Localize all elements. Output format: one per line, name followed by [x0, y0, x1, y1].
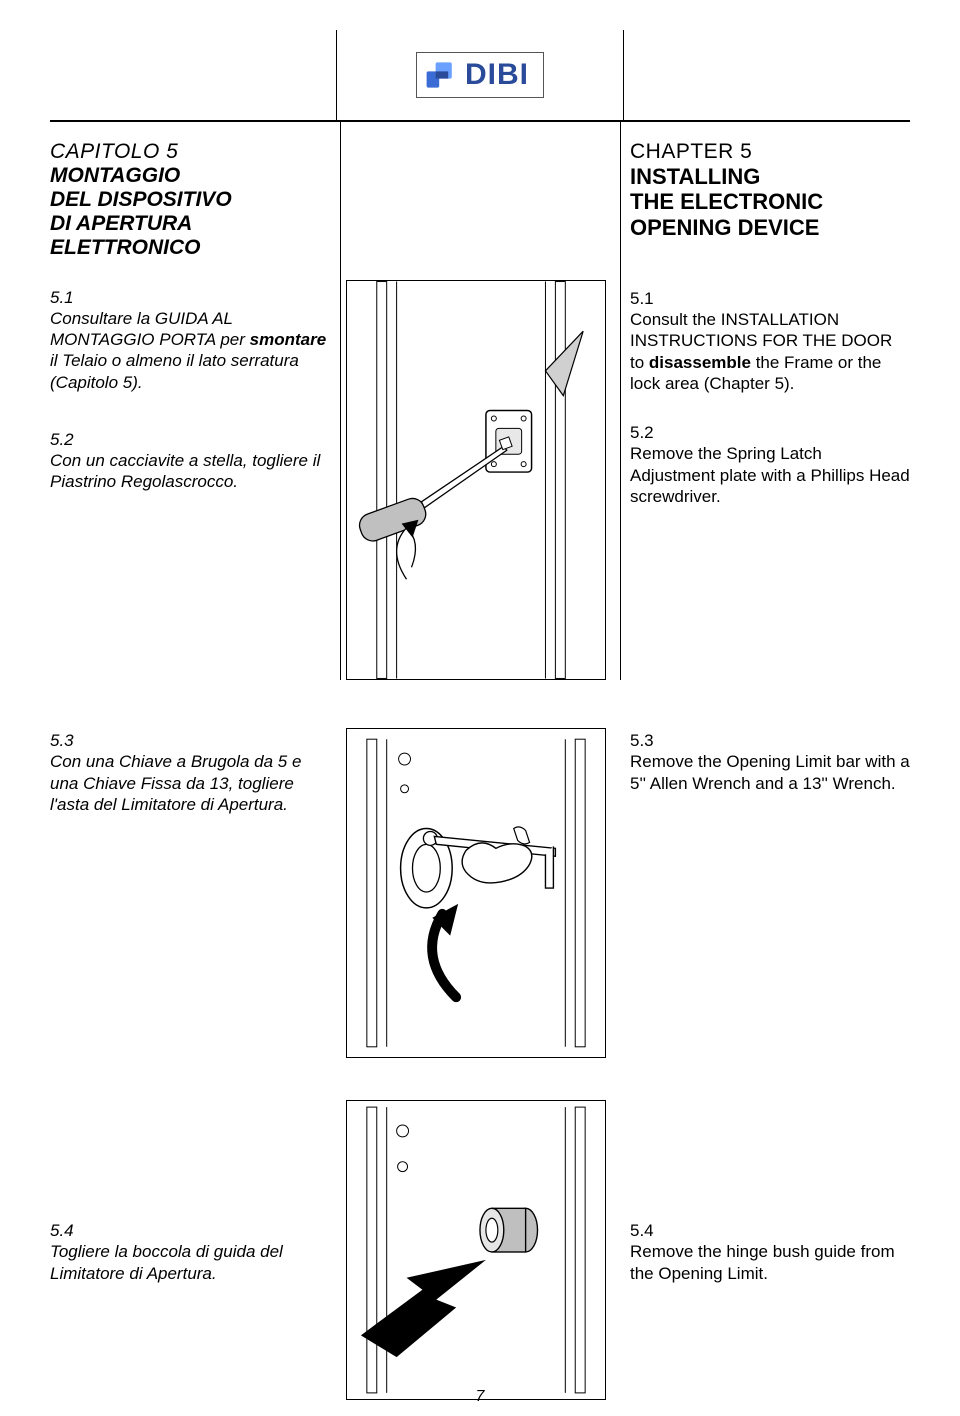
figure-screwdriver	[346, 280, 606, 680]
column-italian: CAPITOLO 5 MONTAGGIO DEL DISPOSITIVO DI …	[50, 140, 330, 493]
step-text-b: smontare	[250, 330, 327, 349]
step-num: 5.2	[630, 422, 910, 443]
step-text-c: il Telaio o almeno il lato serratura (Ca…	[50, 351, 299, 391]
step-5-4-en: 5.4 Remove the hinge bush guide from the…	[630, 1220, 910, 1284]
step-5-2-en: 5.2 Remove the Spring Latch Adjustment p…	[630, 422, 910, 507]
header-col-right	[624, 30, 910, 120]
step-num: 5.1	[50, 287, 330, 308]
step-5-3-it: 5.3 Con una Chiave a Brugola da 5 e una …	[50, 730, 330, 815]
figure-allen-wrench	[346, 728, 606, 1058]
step-5-4-it: 5.4 Togliere la boccola di guida del Lim…	[50, 1220, 330, 1284]
logo-text: DIBI	[465, 58, 529, 92]
chapter-number-it: CAPITOLO 5	[50, 140, 330, 164]
chapter-number-en: CHAPTER 5	[630, 140, 910, 164]
step-5-3-en: 5.3 Remove the Opening Limit bar with a …	[630, 730, 910, 794]
step-5-1-it: 5.1 Consultare la GUIDA AL MONTAGGIO POR…	[50, 287, 330, 393]
content: CAPITOLO 5 MONTAGGIO DEL DISPOSITIVO DI …	[50, 140, 910, 1370]
step-text: Togliere la boccola di guida del Limitat…	[50, 1242, 283, 1282]
step-5-1-en: 5.1 Consult the INSTALLATION INSTRUCTION…	[630, 288, 910, 394]
step-text: Remove the hinge bush guide from the Ope…	[630, 1242, 895, 1282]
step-num: 5.1	[630, 288, 910, 309]
step-text-b: disassemble	[649, 353, 751, 372]
step-num: 5.3	[630, 730, 910, 751]
horizontal-rule	[50, 120, 910, 122]
header-row: DIBI	[50, 30, 910, 120]
step-text-a: Consultare la GUIDA AL MONTAGGIO PORTA p…	[50, 309, 250, 349]
step-num: 5.3	[50, 730, 330, 751]
header-col-left	[50, 30, 336, 120]
step-text: Con una Chiave a Brugola da 5 e una Chia…	[50, 752, 301, 814]
step-num: 5.4	[630, 1220, 910, 1241]
column-english: CHAPTER 5 INSTALLING THE ELECTRONIC OPEN…	[630, 140, 910, 507]
step-5-2-it: 5.2 Con un cacciavite a stella, togliere…	[50, 429, 330, 493]
column-divider-right	[620, 122, 621, 680]
step-num: 5.4	[50, 1220, 330, 1241]
header-col-mid: DIBI	[337, 30, 623, 120]
step-text: Remove the Spring Latch Adjustment plate…	[630, 444, 910, 506]
chapter-title-en: INSTALLING THE ELECTRONIC OPENING DEVICE	[630, 164, 910, 240]
step-num: 5.2	[50, 429, 330, 450]
logo: DIBI	[416, 52, 544, 98]
logo-icon	[423, 57, 459, 93]
column-divider-left	[340, 122, 341, 680]
page-number: 7	[476, 1388, 485, 1406]
step-text: Remove the Opening Limit bar with a 5'' …	[630, 752, 910, 792]
chapter-title-it: MONTAGGIO DEL DISPOSITIVO DI APERTURA EL…	[50, 164, 330, 261]
step-text: Con un cacciavite a stella, togliere il …	[50, 451, 320, 491]
figure-bush-removal	[346, 1100, 606, 1400]
